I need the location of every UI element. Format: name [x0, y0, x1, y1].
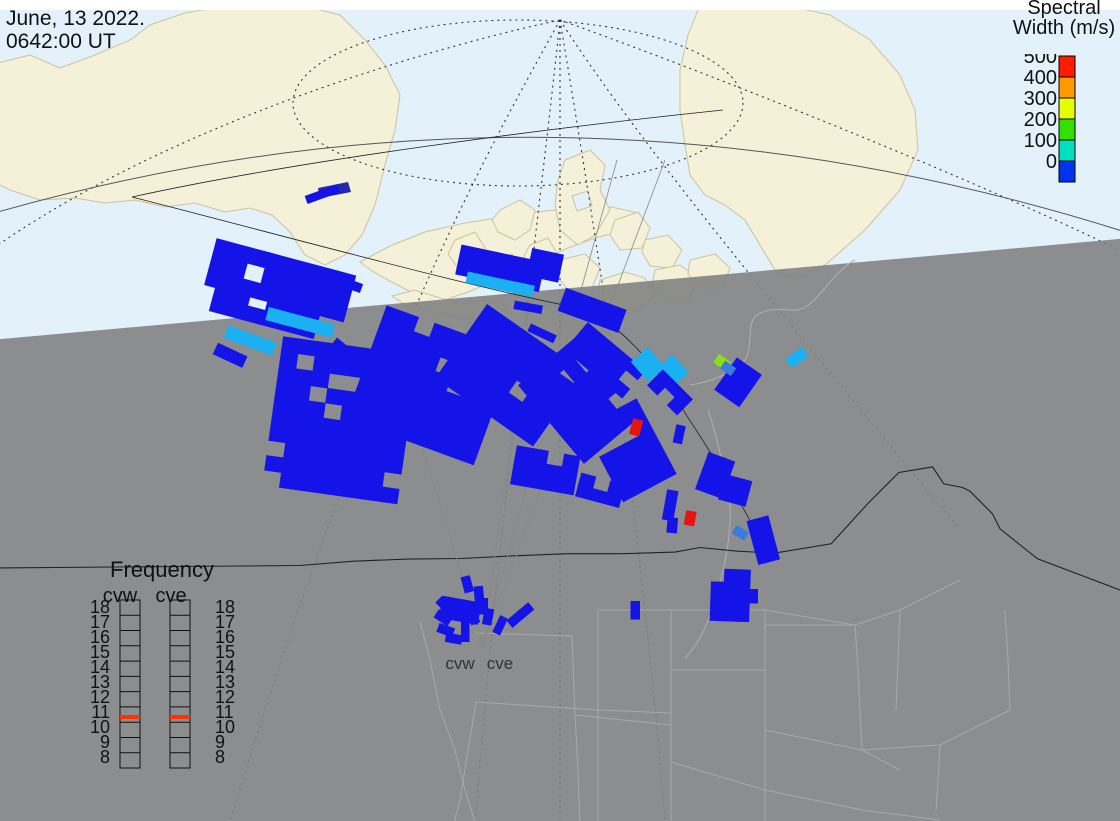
svg-text:cvw: cvw: [445, 654, 475, 673]
svg-text:cve: cve: [487, 654, 513, 673]
svg-text:Frequency: Frequency: [110, 557, 214, 582]
svg-text:200: 200: [1024, 109, 1057, 131]
svg-text:300: 300: [1024, 88, 1057, 110]
svg-text:0: 0: [1046, 151, 1057, 173]
svg-text:100: 100: [1024, 130, 1057, 152]
svg-text:8: 8: [215, 747, 225, 767]
svg-text:8: 8: [100, 747, 110, 767]
svg-text:500: 500: [1024, 54, 1057, 68]
svg-text:400: 400: [1024, 67, 1057, 89]
svg-text:cve: cve: [155, 585, 186, 607]
